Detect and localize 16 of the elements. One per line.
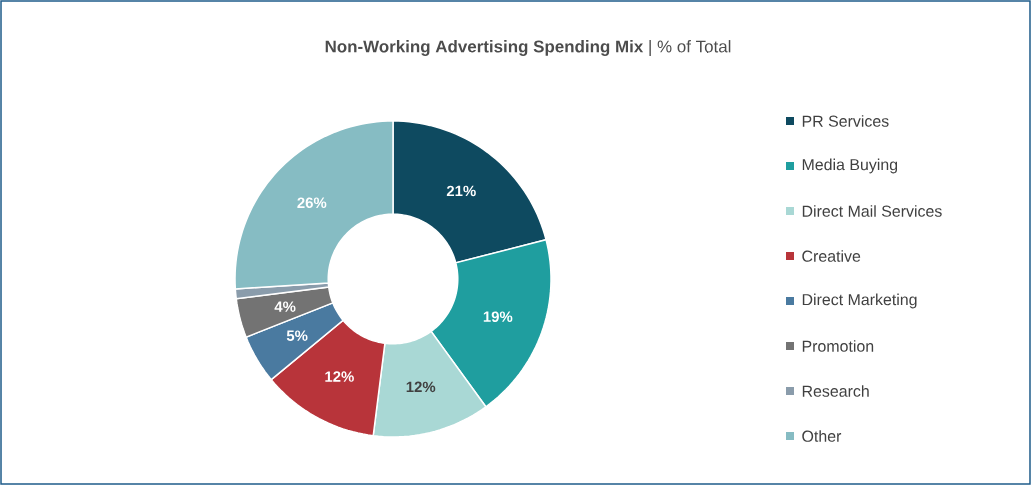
data-label: 12% — [325, 371, 354, 382]
data-label: 12% — [406, 381, 436, 393]
legend-label: Research — [802, 385, 869, 397]
data-label: 26% — [297, 197, 327, 209]
data-label: 19% — [483, 311, 513, 322]
legend-label: PR Services — [802, 115, 889, 127]
legend-label: Other — [802, 430, 842, 442]
data-label: 4% — [274, 301, 296, 312]
legend-label: Creative — [802, 250, 861, 262]
data-label: 21% — [446, 185, 476, 197]
legend-label: Direct Marketing — [802, 293, 917, 309]
legend-label: Direct Mail Services — [802, 205, 942, 217]
legend-label: Media Buying — [802, 158, 898, 174]
legend-label: Promotion — [802, 340, 874, 352]
data-label: 5% — [286, 330, 308, 341]
chart-title: Non-Working Advertising Spending Mix | % of Total — [325, 40, 731, 56]
